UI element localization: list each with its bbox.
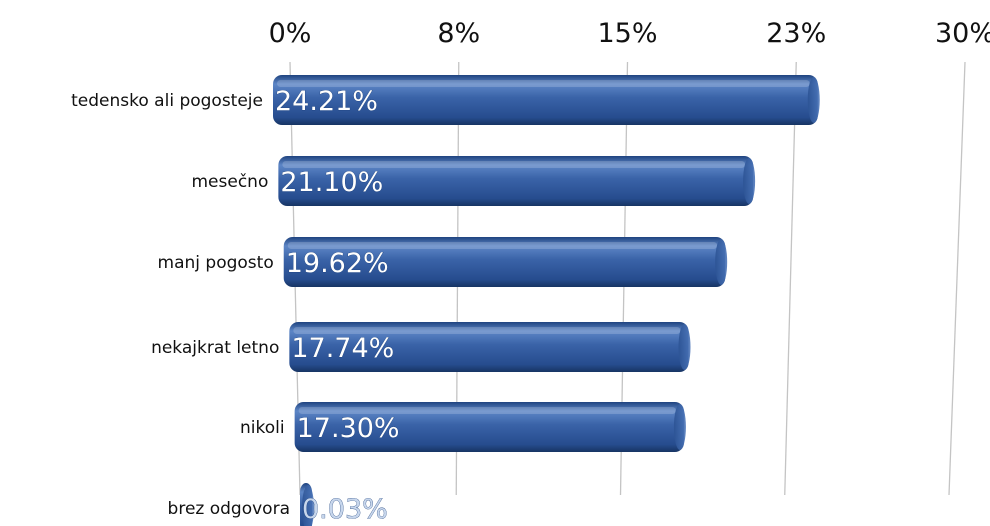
bar-value-label: 24.21% [275, 86, 378, 117]
bar [283, 237, 728, 287]
bar-highlight [293, 327, 681, 334]
bar-value-label: 0.03% [302, 494, 388, 525]
gridline [948, 61, 966, 496]
category-label: brez odgovora [168, 499, 290, 519]
x-axis-ticks: 0% 8% 15% 23% 30% [269, 18, 990, 49]
bar [278, 156, 756, 206]
bars [273, 75, 820, 526]
category-label: manj pogosto [158, 253, 274, 273]
bar-body [273, 75, 818, 125]
x-tick-label: 30% [935, 18, 990, 49]
bar-value-label: 19.62% [286, 248, 389, 279]
bar-end-cap [807, 77, 820, 123]
bar [273, 75, 820, 125]
category-label: nikoli [240, 418, 285, 438]
bar-end-cap [715, 239, 728, 285]
bar-highlight [298, 407, 676, 414]
category-labels: tedensko ali pogosteje mesečno manj pogost… [71, 91, 290, 519]
x-tick-label: 8% [437, 18, 480, 49]
x-tick-label: 23% [766, 18, 826, 49]
bar-body [294, 402, 684, 452]
bar-body [283, 237, 726, 287]
x-tick-label: 0% [269, 18, 312, 49]
bar-value-label: 17.30% [297, 413, 400, 444]
bar-body [278, 156, 754, 206]
bar-end-cap [743, 158, 756, 204]
bar-end-cap [302, 485, 314, 526]
bar-value-label: 17.74% [291, 333, 394, 364]
category-label: nekajkrat letno [151, 338, 279, 358]
category-label: tedensko ali pogosteje [71, 91, 263, 111]
bar-highlight [277, 80, 810, 87]
bar-body [289, 322, 689, 372]
x-tick-label: 15% [597, 18, 657, 49]
gridline [784, 61, 797, 496]
bar-value-label: 21.10% [280, 167, 383, 198]
bar [294, 402, 686, 452]
bar [300, 483, 314, 526]
value-labels: 24.21% 21.10% 19.62% 17.74% 17.30% 0.03% [275, 86, 400, 526]
bar-end-cap [673, 404, 686, 450]
bar-highlight [282, 161, 746, 168]
category-label: mesečno [192, 172, 269, 192]
bar-end-cap [678, 324, 691, 370]
bar [289, 322, 691, 372]
bar-highlight [287, 242, 718, 249]
